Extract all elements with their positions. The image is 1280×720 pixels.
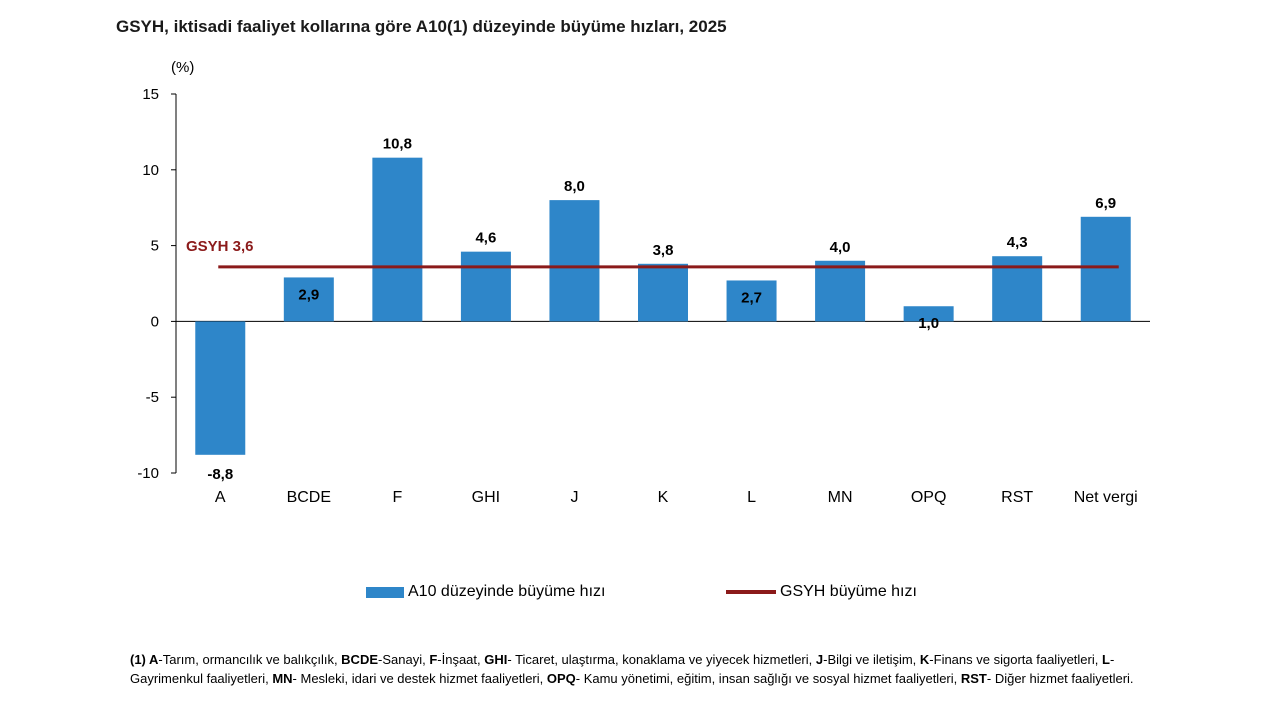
bar-a: [195, 321, 246, 455]
x-tick-label: OPQ: [911, 489, 947, 506]
y-tick-label: -5: [146, 389, 159, 406]
footnote-code: BCDE: [341, 652, 379, 667]
footnote-code: RST: [960, 671, 987, 686]
x-tick-label: A: [215, 489, 226, 506]
data-label: -8,8: [207, 466, 233, 483]
legend-line-label: GSYH büyüme hızı: [780, 583, 917, 600]
footnote-text: - Diğer hizmet faaliyetleri.: [986, 671, 1134, 686]
footnote-text: - Mesleki, idari ve destek hizmet faaliy…: [292, 671, 547, 686]
legend-item-line: GSYH büyüme hızı: [726, 580, 917, 604]
footnote-code: OPQ: [546, 671, 576, 686]
bar-bcde: [283, 277, 334, 322]
footnote-code: GHI: [484, 652, 508, 667]
data-label: 6,9: [1095, 195, 1116, 212]
y-tick-label: 15: [142, 86, 159, 103]
footnote-text: -Gayrimenkul faaliyetleri,: [130, 652, 1115, 686]
data-label: 4,3: [1007, 234, 1028, 251]
legend-line-swatch: [726, 590, 776, 594]
data-label: 4,6: [475, 230, 496, 247]
x-tick-label: GHI: [472, 489, 500, 506]
footnote-code: F: [429, 652, 438, 667]
data-label: 3,8: [653, 242, 674, 259]
footnote-code: L: [1101, 652, 1110, 667]
y-tick-label: 10: [142, 162, 159, 179]
x-tick-label: J: [570, 489, 578, 506]
footnote-text: -Tarım, ormancılık ve balıkçılık,: [158, 652, 342, 667]
x-tick-label: MN: [828, 489, 853, 506]
data-label: 2,9: [298, 286, 319, 303]
chart-title: GSYH, iktisadi faaliyet kollarına göre A…: [116, 17, 727, 36]
data-label: 10,8: [383, 136, 412, 153]
data-label: 2,7: [741, 289, 762, 306]
y-tick-label: -10: [137, 465, 159, 482]
x-tick-label: BCDE: [287, 489, 331, 506]
bar-k: [638, 263, 688, 322]
x-tick-label: L: [747, 489, 756, 506]
footnote-text: - Kamu yönetimi, eğitim, insan sağlığı v…: [575, 671, 961, 686]
y-tick-label: 5: [151, 238, 159, 255]
data-label: 1,0: [918, 315, 939, 332]
x-tick-label: RST: [1001, 489, 1033, 506]
gsyh-reference-label: GSYH 3,6: [186, 238, 254, 255]
y-axis-unit: (%): [171, 59, 194, 76]
bar-f: [372, 157, 423, 322]
legend: A10 düzeyinde büyüme hızı GSYH büyüme hı…: [0, 580, 1280, 604]
footnote-text: -Sanayi,: [378, 652, 430, 667]
bar-ghi: [460, 251, 511, 322]
x-tick-label: K: [658, 489, 669, 506]
y-tick-label: 0: [151, 313, 159, 330]
footnote-text: -İnşaat,: [437, 652, 485, 667]
footnote-text: -Finans ve sigorta faaliyetleri,: [929, 652, 1102, 667]
legend-item-bars: A10 düzeyinde büyüme hızı: [366, 580, 605, 604]
bar-net-vergi: [1080, 216, 1131, 322]
footnote-text: -Bilgi ve iletişim,: [823, 652, 920, 667]
footnote-code: (1) A: [130, 652, 159, 667]
footnote-code: K: [919, 652, 930, 667]
footnote-code: MN: [272, 671, 293, 686]
footnote-code: J: [815, 652, 824, 667]
bar-mn: [815, 260, 866, 322]
bar-j: [549, 200, 600, 322]
data-label: 8,0: [564, 178, 585, 195]
bar-chart: 15 10 5 0 -5 -10 (%) -8,8 A 2,9 BCDE 10,8 F 4,6 GHI 8,0…: [137, 59, 1150, 506]
legend-bar-swatch: [366, 586, 404, 598]
legend-bar-label: A10 düzeyinde büyüme hızı: [408, 583, 606, 600]
bar-opq: [903, 306, 954, 322]
x-tick-label: F: [392, 489, 402, 506]
footnote: (1) A-Tarım, ormancılık ve balıkçılık, B…: [130, 650, 1170, 688]
bar-l: [726, 280, 777, 322]
x-tick-label: Net vergi: [1074, 489, 1138, 506]
data-label: 4,0: [830, 239, 851, 256]
footnote-text: - Ticaret, ulaştırma, konaklama ve yiyec…: [507, 652, 816, 667]
